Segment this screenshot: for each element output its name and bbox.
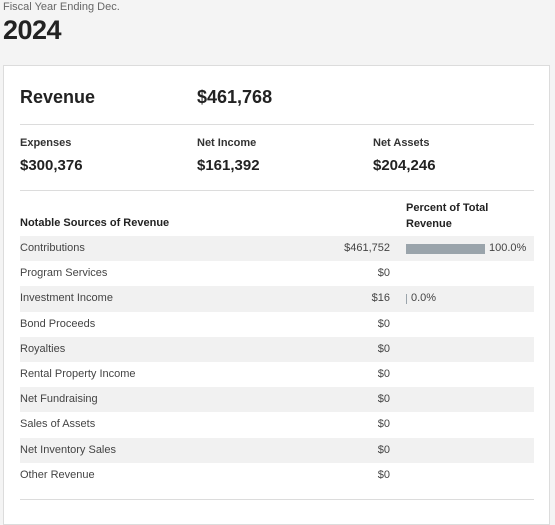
percent-header: Percent of Total Revenue: [406, 202, 489, 230]
table-row: Sales of Assets $0: [20, 412, 534, 437]
source-amount: $0: [377, 267, 390, 280]
table-row: Net Inventory Sales $0: [20, 437, 534, 463]
percent-bar: [406, 244, 485, 254]
table-row: Royalties $0: [20, 336, 534, 362]
divider: [20, 124, 534, 125]
revenue-label: Revenue: [20, 87, 96, 107]
source-name: Other Revenue: [20, 468, 95, 481]
source-amount: $0: [377, 342, 390, 355]
source-name: Contributions: [20, 242, 85, 254]
table-row: Net Fundraising $0: [20, 387, 534, 413]
source-amount: $0: [377, 468, 390, 481]
divider: [20, 190, 534, 191]
divider: [20, 499, 534, 500]
source-amount: $461,752: [344, 242, 390, 254]
source-name: Bond Proceeds: [20, 317, 96, 330]
table-row: Bond Proceeds $0: [20, 312, 534, 337]
table-row: Contributions $461,752 100.0%: [20, 236, 534, 262]
table-row: Investment Income $16 0.0%: [20, 286, 534, 312]
percent-bar: [406, 294, 407, 305]
financial-summary-card: Revenue $461,768 Expenses $300,376 Net I…: [3, 65, 550, 525]
fiscal-year: 2024: [3, 15, 62, 45]
sources-header: Notable Sources of Revenue: [20, 217, 170, 229]
source-amount: $0: [377, 418, 390, 431]
table-row: Other Revenue $0: [20, 463, 534, 488]
net-income-value: $161,392: [197, 157, 260, 174]
net-income-label: Net Income: [197, 137, 257, 149]
source-name: Net Inventory Sales: [20, 443, 116, 456]
source-amount: $0: [377, 367, 390, 380]
expenses-value: $300,376: [20, 157, 83, 174]
expenses-label: Expenses: [20, 137, 72, 149]
net-assets-value: $204,246: [373, 157, 436, 174]
source-name: Net Fundraising: [20, 393, 98, 406]
revenue-value: $461,768: [197, 87, 273, 107]
source-name: Rental Property Income: [20, 367, 136, 380]
source-amount: $16: [371, 292, 390, 305]
source-name: Investment Income: [20, 292, 113, 305]
source-amount: $0: [377, 443, 390, 456]
revenue-sources-table: Contributions $461,752 100.0% Program Servi…: [20, 236, 534, 488]
source-amount: $0: [377, 317, 390, 330]
percent-value: 100.0%: [489, 242, 527, 254]
percent-value: 0.0%: [411, 292, 437, 305]
table-row: Rental Property Income $0: [20, 362, 534, 387]
source-name: Royalties: [20, 342, 66, 355]
source-name: Sales of Assets: [20, 418, 96, 431]
fiscal-year-label: Fiscal Year Ending Dec.: [3, 1, 120, 13]
source-name: Program Services: [20, 267, 108, 280]
source-amount: $0: [377, 393, 390, 406]
net-assets-label: Net Assets: [373, 137, 430, 149]
table-row: Program Services $0: [20, 261, 534, 286]
